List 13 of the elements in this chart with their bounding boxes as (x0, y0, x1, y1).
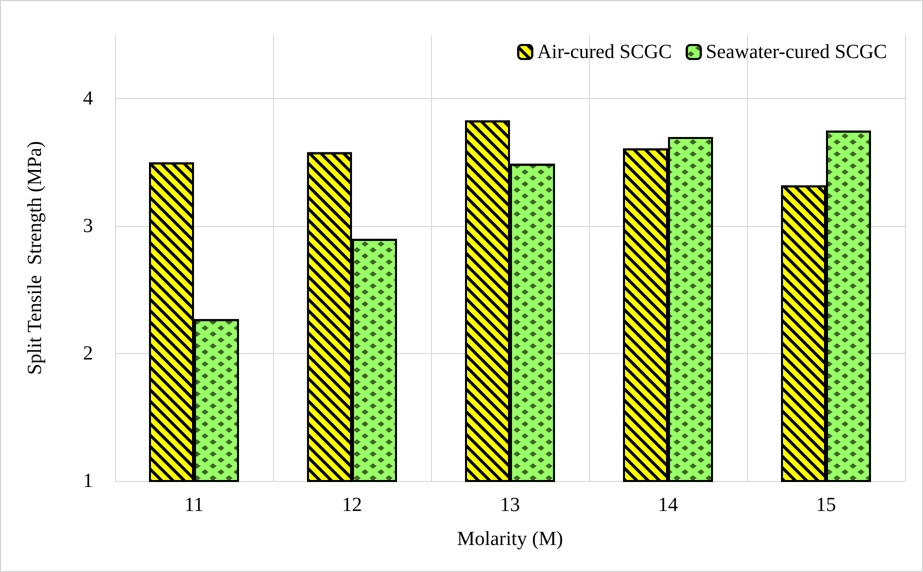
y-tick-label: 2 (83, 342, 93, 365)
x-tick-label: 12 (342, 494, 362, 516)
y-axis-title: Split Tensile Strength (MPa) (24, 141, 46, 375)
x-tick-label: 11 (184, 494, 204, 516)
x-tick-label: 15 (816, 494, 836, 516)
y-tick-label: 3 (83, 215, 93, 238)
legend-label: Seawater-cured SCGC (706, 41, 888, 63)
x-axis-title: Molarity (M) (456, 528, 564, 550)
legend-label: Air-cured SCGC (537, 41, 672, 63)
y-tick-label: 4 (83, 88, 93, 110)
x-tick-label: 14 (658, 494, 678, 516)
x-tick-label: 13 (500, 494, 520, 516)
y-tick-label: 1 (83, 470, 93, 492)
